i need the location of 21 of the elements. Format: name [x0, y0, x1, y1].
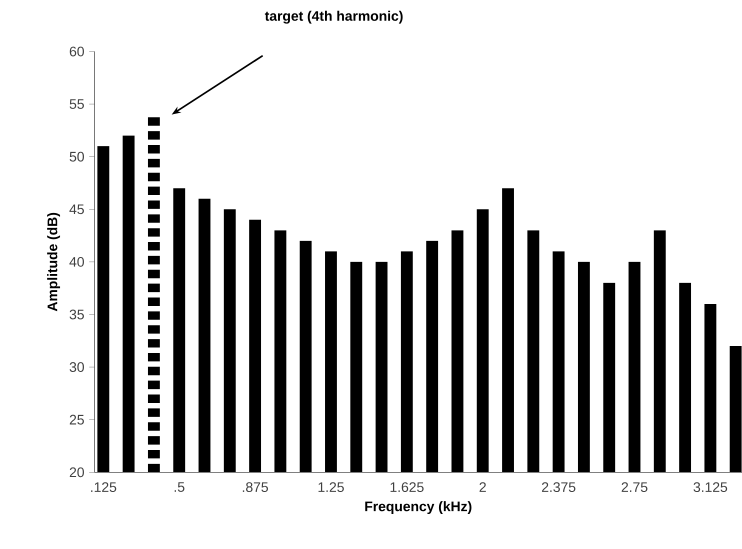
x-tick-label: 3.125: [694, 482, 728, 492]
x-tick-label: .125: [91, 482, 116, 492]
y-tick-label: 50: [70, 152, 84, 162]
y-axis-title: Amplitude (dB): [47, 213, 60, 312]
x-tick-label: .5: [174, 482, 184, 492]
x-tick-label: 2.375: [542, 482, 576, 492]
y-tick-label: 30: [70, 362, 84, 372]
x-tick-label: 1.625: [390, 482, 424, 492]
x-tick-label: 2.75: [622, 482, 648, 492]
y-tick-label: 55: [70, 99, 84, 110]
x-tick-label: 1.25: [318, 482, 344, 492]
y-tick-label: 35: [70, 310, 84, 320]
y-tick-label: 45: [69, 204, 84, 214]
y-tick-label: 40: [69, 257, 84, 268]
y-tick-label: 60: [70, 46, 84, 57]
y-tick-label: 25: [70, 415, 84, 425]
x-axis-title: Frequency (kHz): [365, 501, 472, 514]
x-tick-label: .875: [242, 482, 268, 492]
text: target (4th harmonic): [264, 10, 403, 24]
x-tick-label: 2: [480, 482, 486, 492]
y-tick-label: 20: [70, 468, 84, 478]
